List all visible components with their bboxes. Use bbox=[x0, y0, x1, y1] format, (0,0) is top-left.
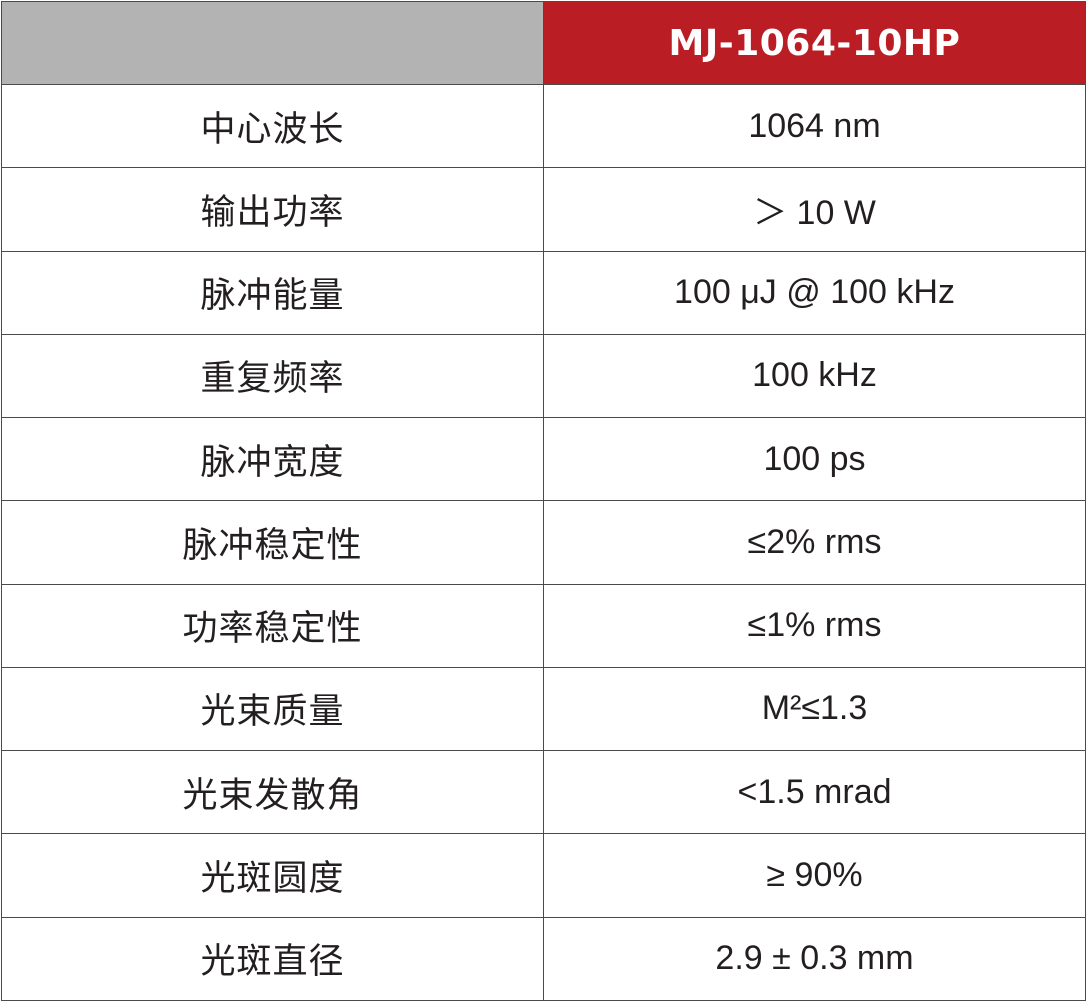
param-name-cell: 脉冲能量 bbox=[1, 250, 544, 335]
param-value-cell: ≤1% rms bbox=[543, 583, 1086, 668]
param-name-cell: 脉冲稳定性 bbox=[1, 500, 544, 585]
param-value-cell: 1064 nm bbox=[543, 83, 1086, 169]
param-name-cell: 脉冲宽度 bbox=[1, 417, 544, 502]
param-value-cell: 100 μJ @ 100 kHz bbox=[543, 250, 1086, 335]
param-value-cell: 2.9 ± 0.3 mm bbox=[543, 916, 1086, 1002]
param-name-cell: 输出功率 bbox=[1, 167, 544, 252]
table-row: 中心波长 1064 nm bbox=[1, 83, 1086, 169]
table-row: 脉冲能量 100 μJ @ 100 kHz bbox=[1, 250, 1086, 335]
table-row: 脉冲稳定性 ≤2% rms bbox=[1, 500, 1086, 585]
table-row: 脉冲宽度 100 ps bbox=[1, 417, 1086, 502]
table-row: 重复频率 100 kHz bbox=[1, 333, 1086, 419]
param-name-cell: 功率稳定性 bbox=[1, 583, 544, 668]
param-value-cell: 100 kHz bbox=[543, 333, 1086, 419]
param-value-cell: 100 ps bbox=[543, 417, 1086, 502]
param-name-cell: 中心波长 bbox=[1, 83, 544, 169]
param-value-cell: ≤2% rms bbox=[543, 500, 1086, 585]
param-name-cell: 光斑圆度 bbox=[1, 833, 544, 918]
blank-header-cell bbox=[1, 1, 544, 85]
param-name-cell: 光束质量 bbox=[1, 666, 544, 752]
param-value-cell: M²≤1.3 bbox=[543, 666, 1086, 752]
table-row: 输出功率 ＞ 10 W bbox=[1, 167, 1086, 252]
param-name-cell: 光斑直径 bbox=[1, 916, 544, 1002]
table-row: 功率稳定性 ≤1% rms bbox=[1, 583, 1086, 668]
model-header-cell: MJ-1064-10HP bbox=[543, 1, 1086, 85]
table-row: 光斑圆度 ≥ 90% bbox=[1, 833, 1086, 918]
param-value-cell: <1.5 mrad bbox=[543, 750, 1086, 835]
table-row: 光斑直径 2.9 ± 0.3 mm bbox=[1, 916, 1086, 1002]
table-row: 光束质量 M²≤1.3 bbox=[1, 666, 1086, 752]
table-header-row: MJ-1064-10HP bbox=[1, 1, 1086, 85]
param-name-cell: 光束发散角 bbox=[1, 750, 544, 835]
table-row: 光束发散角 <1.5 mrad bbox=[1, 750, 1086, 835]
param-value-cell: ≥ 90% bbox=[543, 833, 1086, 918]
param-name-cell: 重复频率 bbox=[1, 333, 544, 419]
param-value-cell: ＞ 10 W bbox=[543, 167, 1086, 252]
